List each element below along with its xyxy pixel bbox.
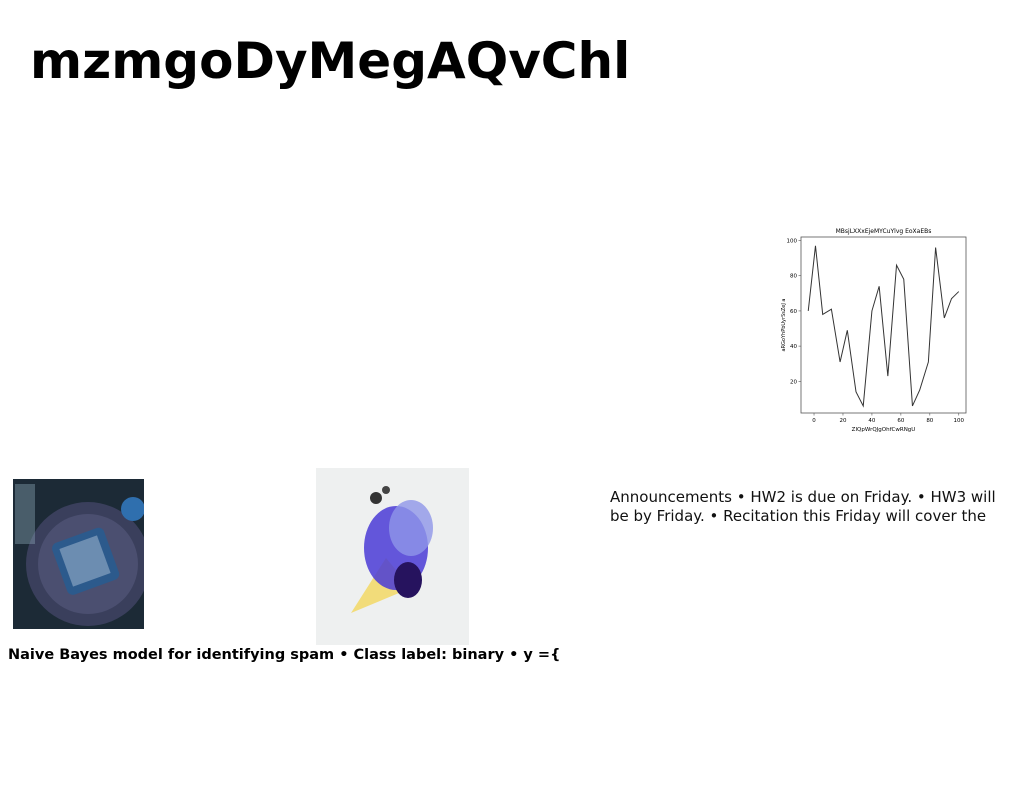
y-tick-label: 100 xyxy=(787,239,798,245)
x-tick-label: 80 xyxy=(926,418,933,424)
photo-dish xyxy=(13,479,144,629)
plot-frame xyxy=(800,236,967,414)
y-tick-label: 80 xyxy=(790,274,797,280)
announcements: Announcements • HW2 is due on Friday. • … xyxy=(610,488,996,528)
x-tick-label: 20 xyxy=(839,418,846,424)
x-tick-label: 40 xyxy=(868,418,875,424)
chart-title: MBsjLXXxEjeMYCuYlvg EoXaEBs xyxy=(836,228,932,235)
x-tick-label: 60 xyxy=(897,418,904,424)
chart: MBsjLXXxEjeMYCuYlvg EoXaEBs ZIQpWrQJgOhfC… xyxy=(781,228,967,433)
y-tick-label: 60 xyxy=(790,309,797,315)
caption: Naive Bayes model for identifying spam •… xyxy=(8,647,561,663)
slide-title: mzmgoDyMegAQvChl xyxy=(30,32,631,90)
y-tick-label: 20 xyxy=(790,379,797,385)
y-axis-label: aRGoYhPbUyrSsZeJ a xyxy=(781,299,787,352)
x-tick-label: 100 xyxy=(954,418,965,424)
photo-flower xyxy=(316,468,469,645)
x-tick-label: 0 xyxy=(812,418,816,424)
y-tick-label: 40 xyxy=(790,344,797,350)
x-axis-label: ZIQpWrQJgOhfCwRNgU xyxy=(852,427,916,433)
data-line xyxy=(807,245,960,408)
